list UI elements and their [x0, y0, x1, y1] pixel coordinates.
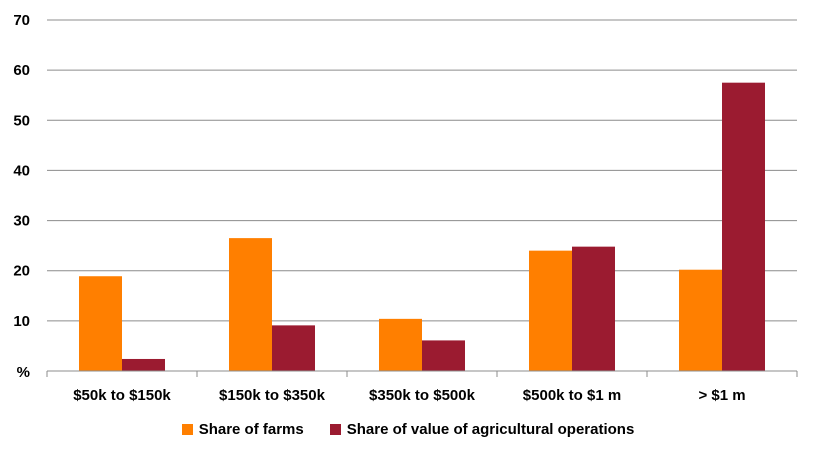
bar-share-of-value-1 [272, 325, 315, 371]
x-tick-label: $150k to $350k [219, 387, 326, 404]
legend: Share of farms Share of value of agricul… [0, 421, 816, 438]
legend-item-share-of-farms: Share of farms [181, 421, 304, 438]
legend-label: Share of value of agricultural operation… [346, 421, 635, 438]
x-tick-label: $500k to $1 m [523, 387, 621, 404]
x-axis-ticks: $50k to $150k $150k to $350k $350k to $500… [46, 371, 798, 404]
y-tick-label: 70 [13, 12, 30, 29]
legend-swatch [181, 424, 193, 435]
y-tick-label: 20 [13, 263, 30, 280]
y-tick-label: 50 [13, 112, 30, 129]
x-tick-label: $50k to $150k [73, 387, 171, 404]
bars [79, 82, 765, 371]
bar-share-of-farms-3 [529, 250, 572, 371]
bar-share-of-value-2 [422, 340, 465, 371]
y-tick-label: 40 [13, 162, 30, 179]
y-axis-ticks: 10 20 30 40 50 60 70% [13, 12, 30, 381]
legend-label: Share of farms [198, 421, 304, 438]
bar-share-of-value-0 [122, 358, 165, 371]
y-axis-label: % [17, 364, 30, 381]
gridlines [47, 19, 797, 322]
bar-share-of-farms-1 [229, 238, 272, 371]
bar-share-of-farms-4 [679, 269, 722, 371]
y-tick-label: 10 [13, 313, 30, 330]
bar-share-of-farms-2 [379, 318, 422, 371]
x-tick-label: $350k to $500k [369, 387, 476, 404]
x-tick-label: > $1 m [698, 387, 745, 404]
bar-share-of-farms-0 [79, 276, 122, 371]
bar-share-of-value-4 [722, 82, 765, 371]
y-tick-label: 30 [13, 213, 30, 230]
bar-share-of-value-3 [572, 246, 615, 371]
legend-item-share-of-value: Share of value of agricultural operation… [329, 421, 635, 438]
y-tick-label: 60 [13, 62, 30, 79]
legend-swatch [329, 424, 341, 435]
